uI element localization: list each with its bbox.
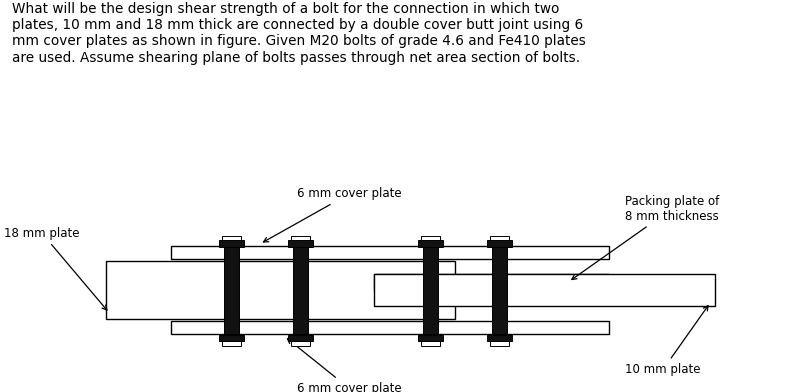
Text: 10 mm plate: 10 mm plate [624, 306, 707, 376]
Bar [221, 341, 241, 345]
Text: 6 mm cover plate: 6 mm cover plate [263, 187, 401, 242]
Bar [489, 236, 508, 240]
Bar [219, 335, 243, 341]
Bar [170, 321, 608, 334]
Bar [491, 246, 506, 334]
Text: 6 mm cover plate: 6 mm cover plate [287, 339, 401, 392]
Bar [105, 261, 454, 319]
Text: What will be the design shear strength of a bolt for the connection in which two: What will be the design shear strength o… [12, 2, 586, 65]
Bar [418, 335, 442, 341]
Bar [373, 274, 714, 307]
Bar [219, 240, 243, 247]
Bar [288, 240, 312, 247]
Bar [420, 341, 440, 345]
Bar [221, 236, 241, 240]
Bar [487, 335, 511, 341]
Bar [290, 341, 310, 345]
Text: Packing plate of
8 mm thickness: Packing plate of 8 mm thickness [571, 194, 719, 279]
Bar [423, 246, 437, 334]
Bar [293, 246, 307, 334]
Bar [418, 240, 442, 247]
Bar [487, 240, 511, 247]
Bar [288, 335, 312, 341]
Bar [420, 236, 440, 240]
Bar [224, 246, 238, 334]
Bar [170, 246, 608, 259]
Bar [489, 341, 508, 345]
Bar [373, 274, 608, 290]
Text: 18 mm plate: 18 mm plate [4, 227, 107, 310]
Bar [290, 236, 310, 240]
